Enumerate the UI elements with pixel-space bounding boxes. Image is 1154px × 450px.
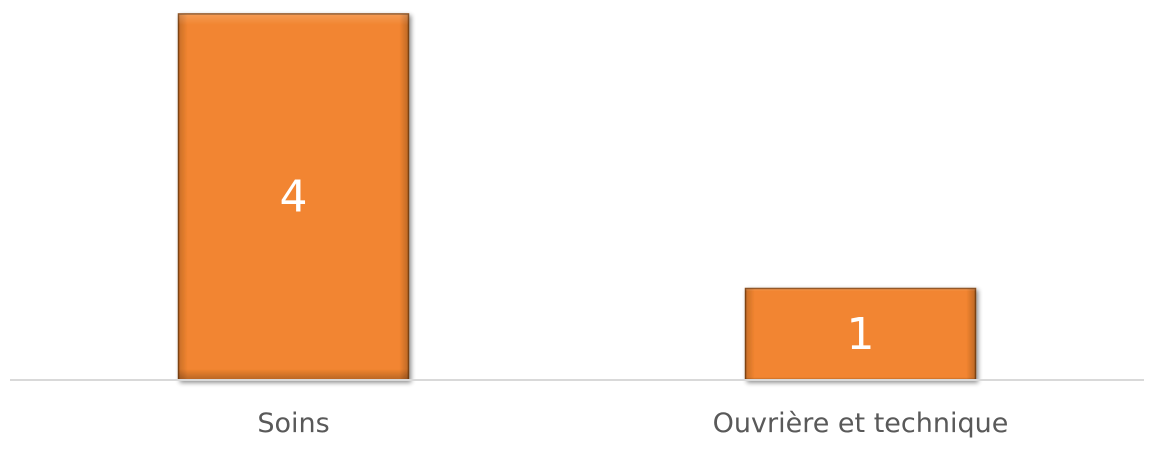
data-label: 4 [280,172,308,223]
labels-layer: 4 Soins 1 Ouvrière et technique [257,172,1008,440]
bar-bevel-vertical [178,14,409,380]
x-tick-label: Soins [257,408,329,439]
bar-bevel-vertical [745,288,976,380]
x-tick-label: Ouvrière et technique [713,408,1009,439]
data-label: 1 [847,309,875,360]
bar-1 [744,287,977,381]
bar-0 [177,13,410,381]
bars-layer [177,13,977,381]
